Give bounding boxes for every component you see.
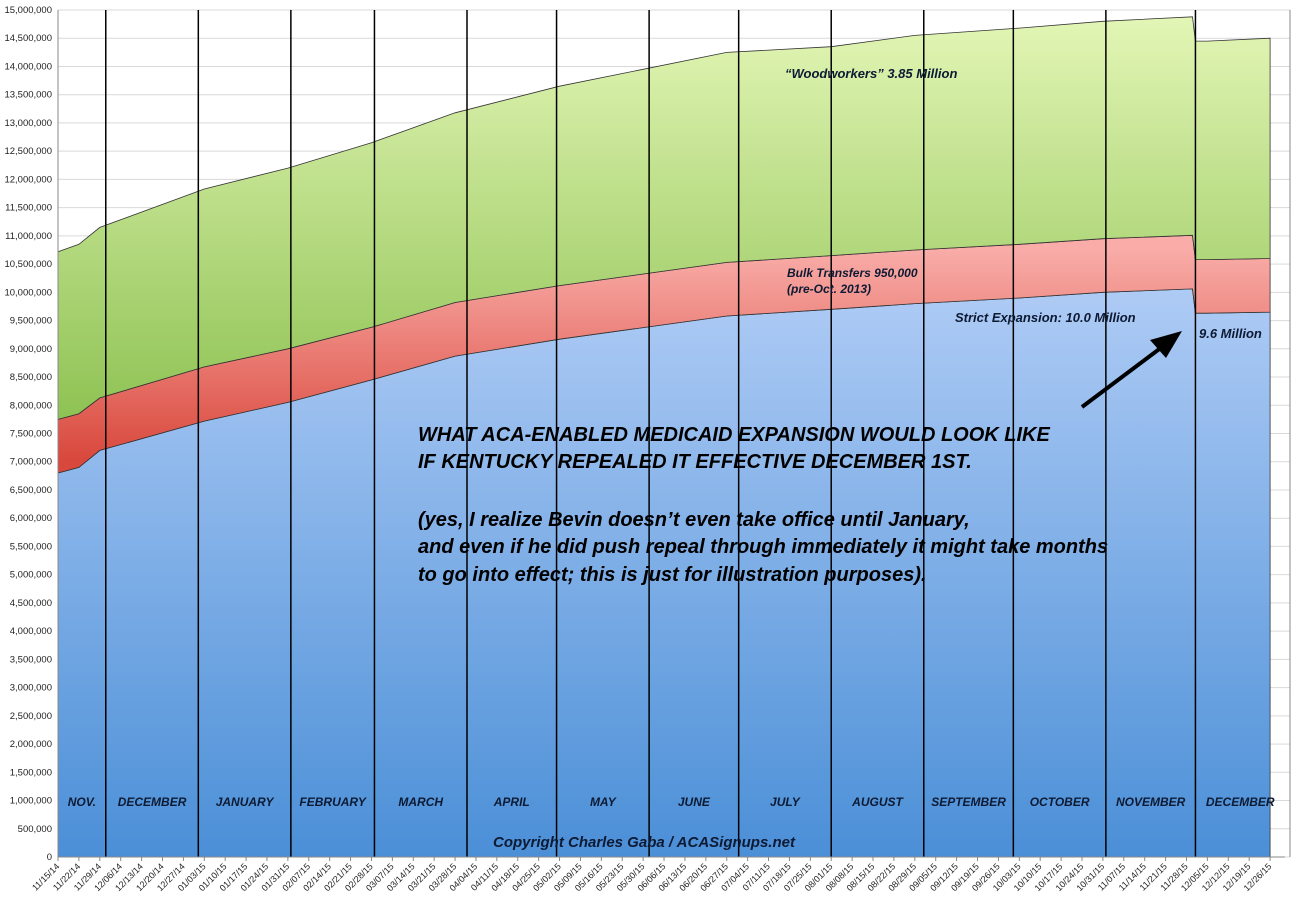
bulk-transfers-sublabel: (pre-Oct. 2013) (787, 282, 871, 296)
y-tick-label: 5,500,000 (10, 541, 52, 552)
y-tick-label: 11,000,000 (5, 231, 52, 242)
x-axis: 11/15/1411/22/1411/29/1412/06/1412/13/14… (30, 856, 1285, 893)
y-tick-label: 5,000,000 (10, 570, 52, 581)
month-label: JUNE (678, 795, 711, 809)
after-repeal-label: 9.6 Million (1199, 326, 1262, 341)
month-label: APRIL (493, 795, 530, 809)
y-tick-label: 9,500,000 (10, 316, 52, 327)
y-tick-label: 2,000,000 (10, 739, 52, 750)
y-axis: 0 500,000 1,000,000 1,500,000 2,000,000 2,500… (4, 5, 1291, 863)
month-label: FEBRUARY (299, 795, 366, 809)
y-tick-label: 500,000 (18, 824, 52, 835)
note-line-3: to go into effect; this is just for illu… (418, 564, 927, 586)
y-tick-label: 12,000,000 (4, 174, 52, 185)
month-label: MARCH (398, 795, 443, 809)
y-tick-label: 6,000,000 (10, 513, 52, 524)
arrow-icon (1080, 331, 1182, 409)
y-tick-label: 13,000,000 (4, 118, 52, 129)
areas (57, 16, 1271, 858)
y-tick-label: 7,000,000 (10, 457, 52, 468)
y-tick-label: 3,500,000 (10, 654, 52, 665)
month-label: AUGUST (851, 795, 904, 809)
month-label: OCTOBER (1030, 795, 1090, 809)
month-label: JULY (770, 795, 801, 809)
month-label: NOVEMBER (1116, 795, 1186, 809)
copyright: Copyright Charles Gaba / ACASignups.net (493, 834, 796, 851)
y-tick-label: 8,000,000 (10, 400, 52, 411)
month-label: SEPTEMBER (931, 795, 1006, 809)
y-tick-label: 15,000,000 (4, 5, 52, 16)
y-tick-label: 14,500,000 (4, 33, 52, 44)
month-label: MAY (590, 795, 617, 809)
month-label: DECEMBER (1206, 795, 1275, 809)
y-tick-label: 13,500,000 (4, 90, 52, 101)
area-wood (57, 16, 1271, 420)
y-tick-label: 9,000,000 (10, 344, 52, 355)
note-line-1: (yes, I realize Bevin doesn’t even take … (418, 509, 970, 531)
month-label: DECEMBER (118, 795, 187, 809)
y-tick-label: 10,500,000 (4, 259, 52, 270)
y-tick-label: 1,000,000 (10, 796, 52, 807)
month-label: JANUARY (216, 795, 275, 809)
woodworkers-label: “Woodworkers” 3.85 Million (785, 66, 957, 81)
y-tick-label: 8,500,000 (10, 372, 52, 383)
y-tick-label: 1,500,000 (10, 767, 52, 778)
y-tick-label: 7,500,000 (10, 429, 52, 440)
main-title-line-2: IF KENTUCKY REPEALED IT EFFECTIVE DECEMB… (418, 451, 972, 473)
main-title-line-1: WHAT ACA-ENABLED MEDICAID EXPANSION WOUL… (418, 424, 1050, 446)
y-tick-label: 4,000,000 (10, 626, 52, 637)
y-tick-label: 6,500,000 (10, 485, 52, 496)
month-labels: NOV. DECEMBER JANUARY FEBRUARY MARCH APRIL MAY… (68, 795, 1275, 809)
bulk-transfers-label: Bulk Transfers 950,000 (787, 266, 918, 280)
y-tick-label: 3,000,000 (10, 683, 52, 694)
y-tick-label: 0 (47, 852, 52, 863)
note-line-2: and even if he did push repeal through i… (418, 536, 1108, 558)
y-tick-label: 4,500,000 (10, 598, 52, 609)
y-tick-label: 11,500,000 (5, 203, 52, 214)
strict-expansion-label: Strict Expansion: 10.0 Million (955, 310, 1136, 325)
y-tick-label: 2,500,000 (10, 711, 52, 722)
y-tick-label: 10,000,000 (4, 287, 52, 298)
annotations: “Woodworkers” 3.85 Million Bulk Transfer… (418, 66, 1262, 851)
y-tick-label: 12,500,000 (4, 146, 52, 157)
y-tick-label: 14,000,000 (4, 61, 52, 72)
month-label: NOV. (68, 795, 96, 809)
month-dividers (105, 10, 1197, 857)
